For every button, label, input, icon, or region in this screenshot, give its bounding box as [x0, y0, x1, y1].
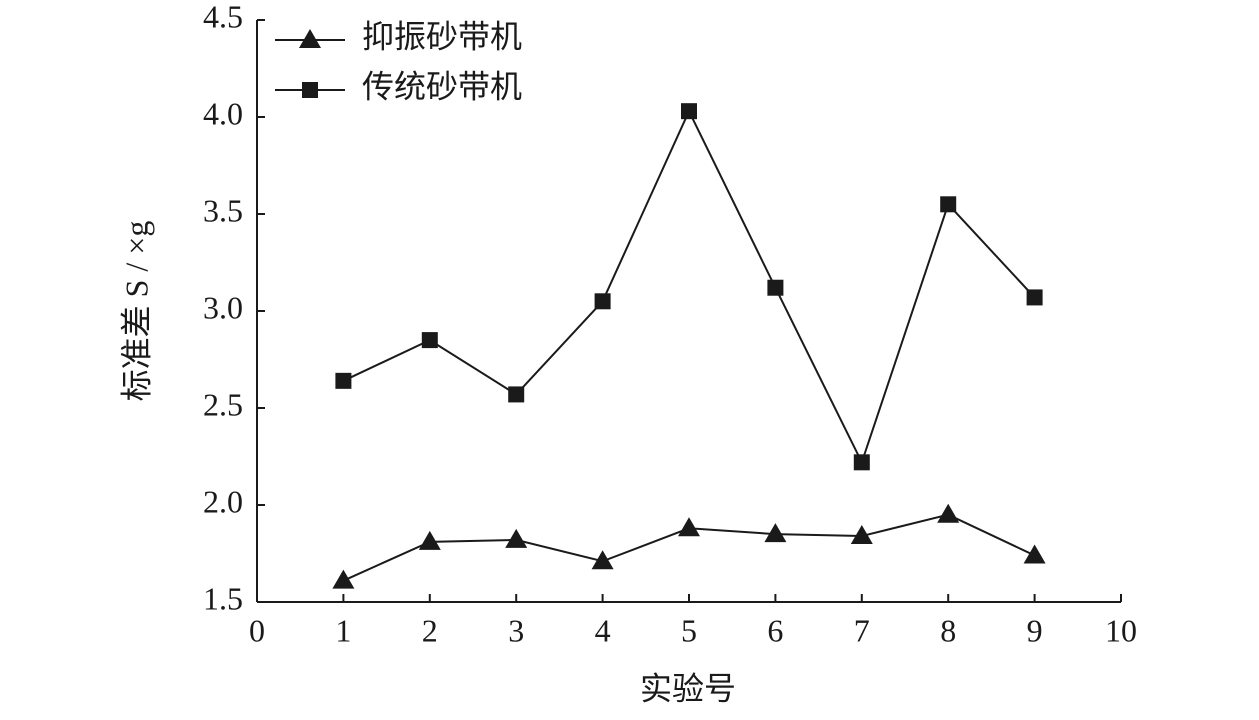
marker	[591, 550, 614, 570]
marker	[594, 293, 611, 310]
y-tick-label: 2.0	[203, 483, 243, 519]
marker	[1026, 289, 1043, 306]
marker	[681, 103, 697, 120]
legend-label: 传统砂带机	[362, 68, 522, 104]
x-tick-label: 10	[1105, 612, 1137, 648]
y-axis-label: 标准差 S / ×g	[118, 221, 154, 402]
marker	[299, 29, 321, 48]
x-tick-label: 4	[595, 612, 611, 648]
x-tick-label: 0	[249, 612, 265, 648]
x-tick-label: 3	[508, 612, 524, 648]
series-line	[342, 108, 1036, 465]
marker	[940, 196, 957, 213]
marker	[1023, 544, 1046, 564]
marker	[418, 530, 441, 550]
x-axis-label: 实验号	[640, 670, 736, 706]
legend-label: 抑振砂带机	[362, 18, 522, 54]
marker	[302, 82, 318, 98]
x-tick-label: 7	[854, 612, 870, 648]
marker	[764, 523, 787, 543]
x-tick-label: 2	[422, 612, 438, 648]
marker	[335, 372, 352, 389]
marker	[678, 517, 700, 537]
y-tick-label: 4.5	[203, 0, 243, 34]
marker	[767, 279, 784, 296]
y-tick-label: 2.5	[203, 386, 243, 422]
marker	[853, 454, 870, 471]
x-tick-label: 5	[681, 612, 697, 648]
x-tick-label: 6	[767, 612, 783, 648]
y-tick-label: 4.0	[203, 95, 243, 131]
marker	[332, 569, 355, 589]
x-tick-label: 1	[335, 612, 351, 648]
y-tick-label: 3.5	[203, 192, 243, 228]
x-tick-label: 9	[1027, 612, 1043, 648]
marker	[937, 503, 960, 523]
marker	[508, 386, 525, 403]
marker	[505, 528, 528, 548]
marker	[421, 332, 438, 349]
y-tick-label: 1.5	[203, 580, 243, 616]
marker	[850, 525, 873, 545]
x-tick-label: 8	[940, 612, 956, 648]
y-tick-label: 3.0	[203, 289, 243, 325]
